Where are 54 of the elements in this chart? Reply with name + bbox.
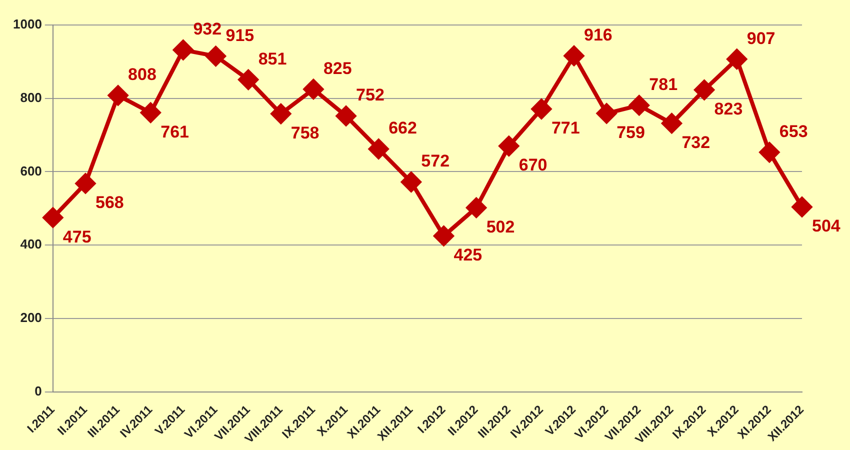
y-tick-label: 600 — [20, 163, 42, 178]
data-label: 825 — [323, 58, 352, 78]
data-label: 670 — [518, 156, 548, 175]
point — [629, 95, 650, 116]
point — [270, 104, 291, 124]
data-label: 732 — [682, 133, 710, 152]
data-label: 425 — [454, 246, 482, 265]
data-label: 915 — [226, 26, 254, 45]
point — [42, 208, 63, 228]
data-label: 752 — [356, 86, 384, 105]
point — [140, 102, 161, 123]
point — [303, 79, 324, 100]
point — [759, 142, 780, 162]
data-label: 475 — [62, 227, 92, 246]
data-label: 502 — [486, 217, 515, 236]
point — [238, 70, 258, 90]
data-label: 781 — [649, 75, 678, 94]
point — [368, 138, 389, 159]
data-label: 823 — [714, 100, 743, 119]
point — [173, 40, 194, 60]
point — [498, 136, 519, 156]
y-tick-label: 800 — [20, 90, 42, 105]
data-label: 761 — [160, 122, 189, 142]
y-tick-label: 0 — [34, 383, 42, 398]
point — [206, 46, 226, 66]
point — [401, 172, 422, 192]
data-label: 572 — [421, 152, 450, 171]
point — [531, 99, 552, 120]
point — [662, 113, 682, 134]
point — [694, 80, 714, 100]
data-label: 932 — [193, 20, 222, 39]
data-label: 759 — [616, 123, 645, 142]
point — [466, 198, 486, 218]
point — [75, 173, 96, 194]
data-label: 808 — [128, 65, 156, 84]
point — [596, 103, 617, 124]
point — [726, 49, 747, 70]
data-label: 907 — [746, 28, 776, 48]
data-label: 504 — [812, 216, 841, 236]
point — [336, 106, 356, 126]
data-label: 662 — [388, 118, 417, 138]
data-label: 916 — [584, 26, 612, 45]
data-label: 771 — [551, 118, 580, 138]
point — [108, 85, 128, 106]
data-label: 568 — [95, 193, 124, 212]
y-tick-label: 200 — [20, 310, 42, 326]
data-label: 758 — [290, 123, 320, 142]
y-tick-label: 1000 — [13, 16, 42, 32]
data-label: 653 — [779, 122, 808, 141]
data-label: 851 — [258, 49, 287, 68]
y-tick-label: 400 — [20, 236, 42, 252]
point — [792, 196, 812, 217]
point — [434, 226, 454, 246]
point — [564, 46, 584, 66]
